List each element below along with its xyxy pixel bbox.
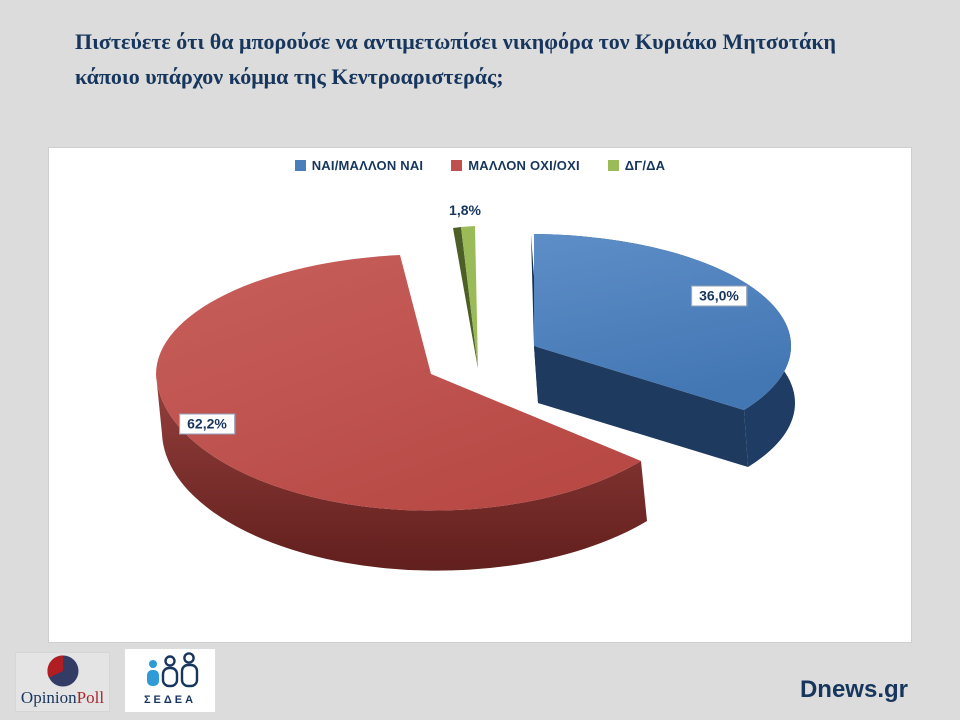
pie-chart-3d (156, 226, 796, 571)
pie-slice-yes-top (534, 234, 792, 410)
data-label-no: 62,2% (179, 413, 235, 435)
chart-area: ΝΑΙ/ΜΑΛΛΟΝ ΝΑΙ ΜΑΛΛΟΝ ΟΧΙ/ΟΧΙ ΔΓ/ΔΑ (48, 147, 912, 643)
opinionpoll-logo: OpinionPoll (15, 652, 110, 712)
pie-slice-yes-cutface (534, 346, 748, 467)
legend-label-dontknow: ΔΓ/ΔΑ (624, 158, 666, 173)
sedea-logo: ΣΕΔΕΑ (125, 649, 215, 712)
pie-slice-no-top (156, 255, 641, 511)
legend-swatch-green-icon (607, 160, 619, 171)
sedea-people-icon (147, 652, 199, 688)
data-label-yes: 36,0% (691, 285, 747, 307)
opinionpoll-word-opinion: Opinion (20, 688, 77, 707)
legend-item-yes: ΝΑΙ/ΜΑΛΛΟΝ ΝΑΙ (294, 158, 424, 173)
pie-slice-no-side (156, 374, 647, 571)
legend-label-no: ΜΑΛΛΟΝ ΟΧΙ/ΟΧΙ (468, 158, 580, 173)
opinionpoll-wordmark: OpinionPoll (16, 688, 109, 708)
legend-item-dontknow: ΔΓ/ΔΑ (607, 158, 666, 173)
legend-item-no: ΜΑΛΛΟΝ ΟΧΙ/ΟΧΙ (451, 158, 580, 173)
pie-slice-dontknow-side (453, 227, 478, 369)
source-site-label: Dnews.gr (799, 676, 908, 703)
chart-question-title: Πιστεύετε ότι θα μπορούσε να αντιμετωπίσ… (75, 29, 837, 90)
chart-legend: ΝΑΙ/ΜΑΛΛΟΝ ΝΑΙ ΜΑΛΛΟΝ ΟΧΙ/ΟΧΙ ΔΓ/ΔΑ (49, 158, 911, 173)
pie-slice-no (156, 255, 647, 571)
opinionpoll-pie-icon (47, 655, 79, 687)
pie-slice-dontknow (453, 226, 478, 369)
data-label-dontknow: 1,8% (449, 202, 481, 218)
pie-slice-dontknow-top (461, 226, 478, 369)
legend-swatch-red-icon (451, 160, 463, 171)
legend-swatch-blue-icon (294, 160, 306, 171)
sedea-wordmark: ΣΕΔΕΑ (143, 694, 197, 706)
legend-label-yes: ΝΑΙ/ΜΑΛΛΟΝ ΝΑΙ (311, 158, 424, 173)
opinionpoll-word-poll: Poll (76, 688, 105, 707)
